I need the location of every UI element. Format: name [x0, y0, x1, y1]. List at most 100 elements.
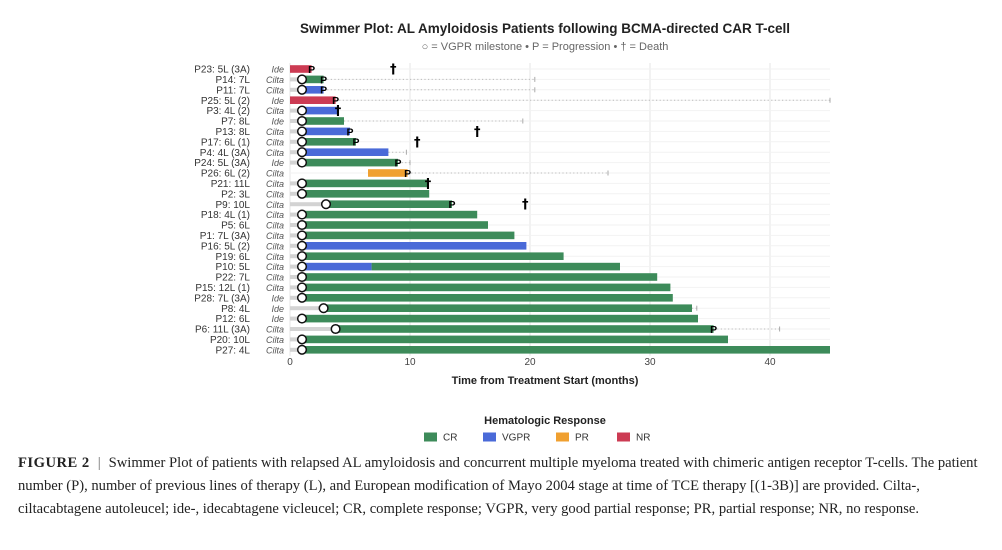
death-marker: † [335, 104, 342, 119]
x-axis-label: Time from Treatment Start (months) [452, 375, 639, 387]
pre-response-segment [290, 202, 326, 207]
product-label: Cilta [266, 273, 284, 283]
product-label: Cilta [266, 231, 284, 241]
pre-response-segment [290, 327, 336, 331]
vgpr-milestone-marker [296, 344, 308, 355]
patient-label: P15: 12L (1) [195, 283, 250, 294]
swimmer-plot: Swimmer Plot: AL Amyloidosis Patients fo… [194, 21, 831, 444]
vgpr-milestone-marker [296, 147, 308, 158]
pre-response-segment [290, 243, 302, 248]
pre-response-segment [290, 77, 302, 82]
pre-response-segment [290, 87, 302, 92]
pre-response-segment [290, 129, 302, 134]
pre-response-segment [290, 108, 302, 113]
product-label: Cilta [266, 169, 284, 179]
response-bar-cr [302, 273, 658, 281]
product-label: Cilta [266, 85, 284, 95]
vgpr-milestone-marker [296, 282, 308, 293]
response-bar-cr [302, 190, 430, 198]
product-label: Cilta [266, 345, 284, 355]
patient-label: P28: 7L (3A) [194, 293, 250, 304]
pre-response-segment [290, 316, 302, 321]
patient-label: P9: 10L [216, 200, 251, 211]
response-bar-nr [290, 96, 336, 104]
response-bar-cr [302, 210, 478, 219]
pre-response-segment [290, 254, 302, 259]
death-marker: † [474, 125, 481, 140]
legend-label: PR [575, 433, 589, 444]
patient-label: P22: 7L [216, 273, 251, 284]
pre-response-segment [290, 223, 302, 227]
response-bar-cr [302, 294, 673, 302]
patient-label: P16: 5L (2) [201, 241, 250, 252]
response-bar-vgpr [302, 148, 389, 156]
progression-marker: P [320, 85, 327, 97]
response-bar-cr [302, 158, 398, 167]
pre-response-segment [290, 295, 302, 300]
legend-swatch-pr [556, 432, 569, 442]
product-label: Ide [271, 158, 284, 168]
legend: CR VGPR PR NR [424, 432, 650, 444]
product-label: Cilta [266, 262, 284, 272]
chart-subtitle: ○ = VGPR milestone • P = Progression • †… [422, 41, 669, 53]
product-label: Cilta [266, 325, 284, 335]
pre-response-segment [290, 264, 302, 269]
pre-response-segment [290, 191, 302, 196]
product-label: Cilta [266, 137, 284, 147]
product-label: Ide [271, 65, 284, 75]
x-tick-label: 40 [764, 357, 776, 368]
pre-response-segment [290, 212, 302, 217]
legend-title: Hematologic Response [484, 415, 606, 427]
legend-swatch-cr [424, 432, 437, 442]
response-bar-cr [302, 179, 428, 188]
x-tick-label: 10 [404, 357, 416, 368]
product-label: Cilta [266, 127, 284, 137]
patient-label: P10: 5L [216, 262, 251, 273]
product-label: Cilta [266, 252, 284, 262]
progression-marker: P [320, 74, 327, 86]
pre-response-segment [290, 275, 302, 279]
response-bar-cr [302, 314, 698, 323]
caption-text: Swimmer Plot of patients with relapsed A… [18, 455, 978, 517]
response-bar-cr [302, 346, 830, 354]
patient-label: P6: 11L (3A) [195, 325, 250, 336]
response-bar-cr [302, 117, 344, 125]
pre-response-segment [290, 233, 302, 238]
vgpr-milestone-marker [296, 126, 308, 137]
vgpr-milestone-marker [296, 251, 308, 262]
pre-response-segment [290, 337, 302, 342]
vgpr-milestone-marker [296, 219, 308, 231]
product-label: Ide [271, 96, 284, 106]
response-bar-pr [368, 169, 408, 177]
response-bar-cr [302, 75, 324, 84]
response-bar-cr [302, 283, 671, 292]
patient-label: P25: 5L (2) [201, 96, 250, 107]
vgpr-milestone-marker [296, 313, 308, 324]
response-bar-cr [302, 252, 564, 260]
response-bar-nr [290, 65, 312, 73]
patient-label: P23: 5L (3A) [194, 65, 250, 76]
patient-label: P17: 6L (1) [201, 137, 250, 148]
patient-label: P11: 7L [216, 85, 250, 96]
product-label: Cilta [266, 106, 284, 116]
response-bar-cr [326, 200, 452, 208]
progression-marker: P [404, 168, 411, 180]
vgpr-milestone-marker [296, 209, 308, 220]
pre-response-segment [290, 347, 302, 352]
vgpr-milestone-marker [296, 157, 308, 168]
patient-label: P13: 8L [216, 127, 251, 138]
vgpr-milestone-marker [296, 188, 308, 199]
response-bar-vgpr [302, 242, 527, 250]
product-label: Ide [271, 117, 284, 127]
patient-label: P18: 4L (1) [201, 210, 250, 221]
legend-label: CR [443, 433, 457, 444]
vgpr-milestone-marker [320, 199, 332, 210]
product-label: Ide [271, 314, 284, 324]
vgpr-milestone-marker [296, 334, 308, 345]
vgpr-milestone-marker [318, 303, 329, 314]
patient-label: P26: 6L (2) [201, 169, 250, 180]
vgpr-milestone-marker [296, 74, 308, 85]
caption-separator: | [97, 455, 101, 471]
pre-response-segment [290, 160, 302, 165]
progression-marker: P [346, 126, 353, 138]
